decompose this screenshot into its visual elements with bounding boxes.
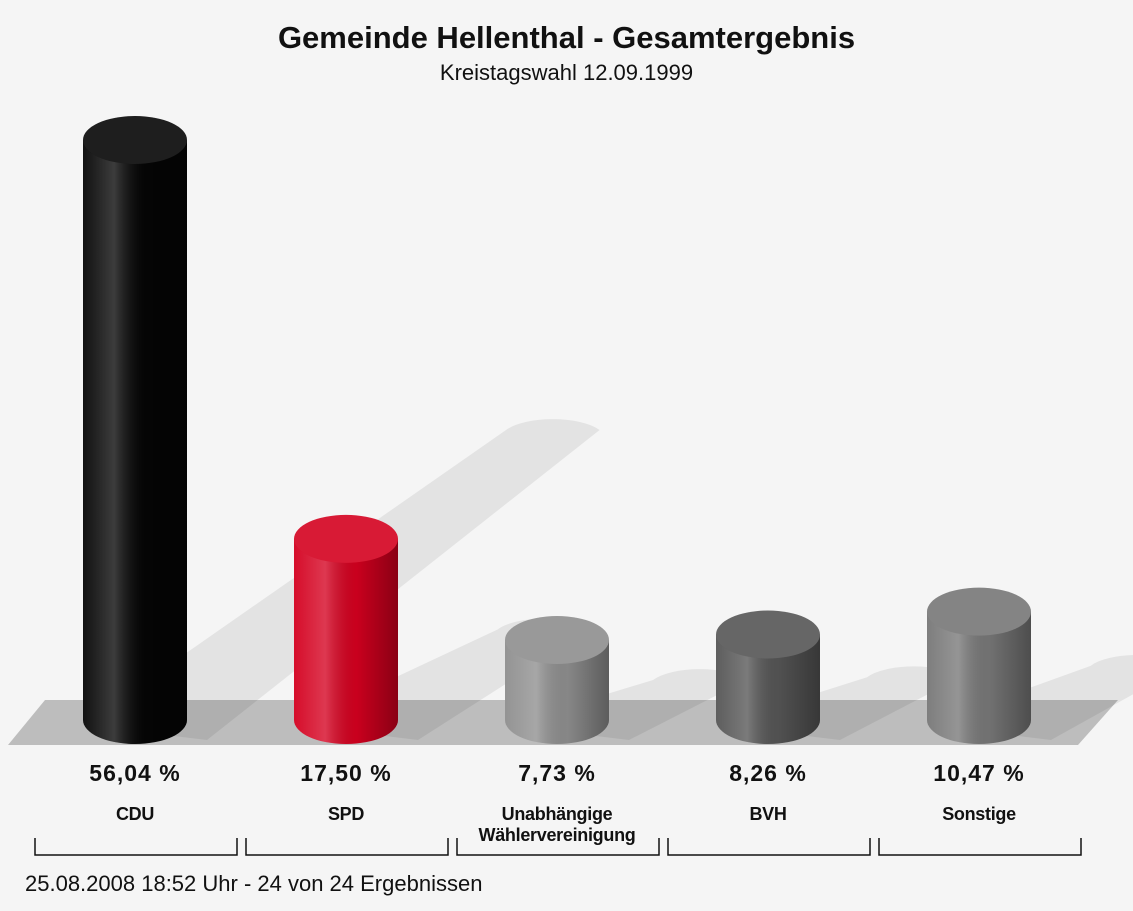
category-bracket [667,838,871,856]
bar [716,610,820,744]
bar-top-light [716,610,820,659]
value-label: 10,47 % [933,760,1025,786]
category-label: BVH [749,804,787,824]
bar-top-light [927,587,1031,636]
category-label: Unabhängige Wählervereinigung [478,804,636,845]
bar [927,587,1031,744]
bar-top-light [83,115,187,164]
category-label: SPD [327,804,365,824]
bar-shading [294,538,398,744]
bar-top [294,514,398,563]
bar [294,514,398,744]
category-label: CDU [115,804,155,824]
footer: 25.08.2008 18:52 Uhr - 24 von 24 Ergebni… [25,871,483,896]
value-label: 7,73 % [518,760,596,786]
bar-shading [716,634,820,744]
bar-top [716,610,820,659]
bar-top [927,587,1031,636]
category-bracket [34,838,238,856]
category-label: Sonstige [942,804,1016,824]
bar-shading [83,139,187,745]
chart-title: Gemeinde Hellenthal - Gesamtergebnis [277,20,856,55]
value-label: 17,50 % [300,760,392,786]
bar-shading [927,611,1031,744]
bar-shading [505,639,609,744]
category-bracket [245,838,449,856]
bar-top-light [294,514,398,563]
bar-top [83,115,187,164]
bar-top-light [505,615,609,664]
value-label: 56,04 % [89,760,181,786]
bar [505,615,609,744]
bar [83,115,187,745]
value-label: 8,26 % [729,760,807,786]
category-bracket [878,838,1082,856]
bar-top [505,615,609,664]
chart-subtitle: Kreistagswahl 12.09.1999 [439,60,694,85]
category-bracket [456,838,660,856]
